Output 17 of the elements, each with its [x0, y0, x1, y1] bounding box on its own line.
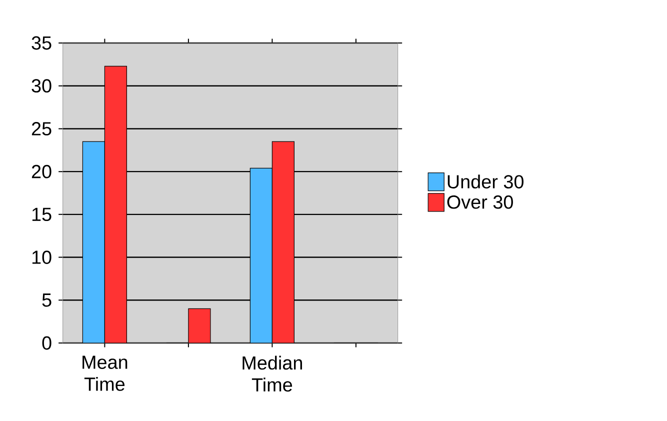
bar [82, 142, 105, 343]
legend-label: Under 30 [448, 174, 524, 188]
y-tick-label: 15 [32, 208, 52, 222]
y-tick-label: 5 [42, 294, 52, 307]
y-tick-label: 20 [32, 164, 52, 178]
y-tick-label: 0 [42, 336, 52, 350]
x-tick-label: Median Time [242, 356, 302, 392]
y-tick-label: 25 [32, 122, 52, 136]
y-tick-label: 30 [32, 79, 52, 93]
bar [272, 142, 294, 343]
bar [104, 66, 127, 343]
y-tick-label: 35 [32, 36, 52, 50]
x-tick-label: Mean Time [82, 356, 128, 391]
bar [250, 168, 272, 343]
y-tick-label: 10 [32, 250, 52, 264]
legend-label: Over 30 [447, 195, 513, 209]
bar [188, 308, 210, 343]
